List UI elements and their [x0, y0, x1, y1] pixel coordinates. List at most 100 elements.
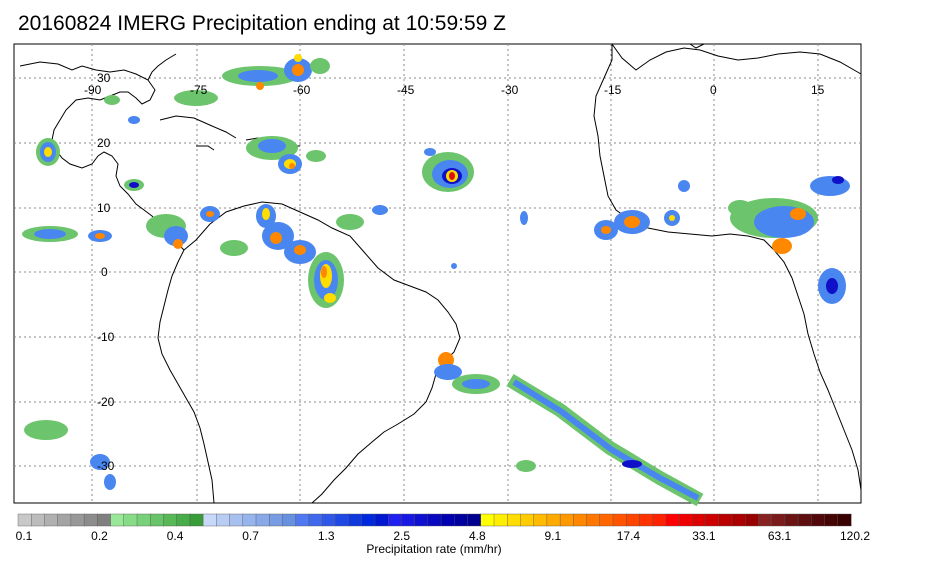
- colorbar-swatch: [163, 513, 178, 527]
- colorbar-swatch: [467, 513, 482, 527]
- colorbar-swatch: [308, 513, 323, 527]
- lat-label: -10: [97, 330, 115, 344]
- colorbar-swatch: [255, 513, 270, 527]
- precipitation-field: [22, 54, 850, 507]
- colorbar-tick-label: 0.7: [242, 529, 259, 543]
- colorbar-tick-label: 0.1: [16, 529, 33, 543]
- colorbar-swatch: [837, 513, 852, 527]
- colorbar-swatch: [136, 513, 151, 527]
- colorbar-swatch: [480, 513, 495, 527]
- lon-label: -90: [84, 83, 102, 97]
- colorbar-swatch: [388, 513, 402, 527]
- colorbar-swatch: [665, 513, 680, 527]
- colorbar-swatch: [758, 513, 773, 527]
- map-frame: [13, 43, 862, 504]
- colorbar-swatch: [242, 513, 257, 527]
- lon-label: -45: [397, 83, 415, 97]
- colorbar-swatch: [361, 513, 376, 527]
- lon-label: -30: [501, 83, 519, 97]
- colorbar-swatch: [335, 513, 350, 527]
- colorbar-tick-label: 0.2: [91, 529, 108, 543]
- colorbar-swatch: [176, 513, 191, 527]
- colorbar-swatch: [321, 513, 336, 527]
- colorbar-swatch: [797, 513, 812, 527]
- colorbar-swatch: [374, 513, 389, 527]
- colorbar-ticks: 0.1 0.2 0.4 0.7 1.3 2.5 4.8 9.1 17.4 33.1 63.1 120.…: [16, 529, 871, 543]
- colorbar-swatch: [31, 513, 45, 527]
- lon-label: -75: [190, 83, 208, 97]
- graticule: [14, 44, 861, 503]
- colorbar-swatch: [17, 513, 32, 527]
- colorbar-tick-label: 63.1: [768, 529, 792, 543]
- colorbar-swatch: [83, 513, 98, 527]
- colorbar-swatch: [731, 513, 746, 527]
- colorbar-tick-label: 120.2: [840, 529, 870, 543]
- colorbar-swatch: [44, 513, 59, 527]
- colorbar-swatch: [202, 513, 217, 527]
- colorbar-swatch: [652, 513, 667, 527]
- colorbar-swatch: [718, 513, 733, 527]
- colorbar-tick-label: 2.5: [393, 529, 410, 543]
- colorbar-swatch: [612, 513, 627, 527]
- colorbar-swatch: [626, 513, 640, 527]
- colorbar-swatch: [57, 513, 72, 527]
- lon-label: 0: [710, 83, 717, 97]
- colorbar-swatch: [692, 513, 707, 527]
- lat-label: -20: [97, 395, 115, 409]
- colorbar-swatch: [295, 513, 310, 527]
- lat-label: 0: [101, 265, 108, 279]
- colorbar-swatch: [705, 513, 720, 527]
- colorbar-swatch: [811, 513, 826, 527]
- colorbar-swatch: [70, 513, 85, 527]
- colorbar-swatch: [745, 513, 759, 527]
- colorbar: [17, 513, 852, 527]
- colorbar-swatch: [520, 513, 535, 527]
- colorbar-tick-label: 17.4: [617, 529, 641, 543]
- colorbar-tick-label: 9.1: [544, 529, 561, 543]
- colorbar-swatch: [507, 513, 521, 527]
- lat-label: 10: [97, 201, 111, 215]
- lat-label: 20: [97, 136, 111, 150]
- colorbar-swatch: [599, 513, 614, 527]
- colorbar-swatch: [533, 513, 548, 527]
- colorbar-swatch: [546, 513, 561, 527]
- colorbar-swatch: [678, 513, 693, 527]
- lon-label: -60: [293, 83, 311, 97]
- colorbar-tick-label: 33.1: [692, 529, 716, 543]
- colorbar-tick-label: 4.8: [469, 529, 486, 543]
- lat-label: -30: [97, 459, 115, 473]
- colorbar-swatch: [348, 513, 363, 527]
- colorbar-swatch: [110, 513, 125, 527]
- colorbar-swatch: [401, 513, 416, 527]
- colorbar-swatch: [216, 513, 231, 527]
- colorbar-swatch: [269, 513, 283, 527]
- colorbar-tick-label: 0.4: [167, 529, 184, 543]
- lon-label: 15: [811, 83, 825, 97]
- colorbar-swatch: [639, 513, 654, 527]
- colorbar-swatch: [771, 513, 786, 527]
- colorbar-tick-label: 1.3: [318, 529, 335, 543]
- colorbar-swatch: [493, 513, 508, 527]
- lat-label: 30: [97, 71, 111, 85]
- map-title: 20160824 IMERG Precipitation ending at 1…: [18, 12, 506, 35]
- colorbar-swatch: [97, 513, 112, 527]
- colorbar-swatch: [824, 513, 839, 527]
- colorbar-swatch: [123, 513, 138, 527]
- colorbar-swatch: [414, 513, 429, 527]
- colorbar-swatch: [573, 513, 588, 527]
- colorbar-swatch: [150, 513, 164, 527]
- colorbar-swatch: [559, 513, 574, 527]
- colorbar-swatch: [189, 513, 204, 527]
- lon-label: -15: [604, 83, 622, 97]
- colorbar-swatch: [229, 513, 244, 527]
- colorbar-swatch: [427, 513, 442, 527]
- colorbar-swatch: [440, 513, 455, 527]
- latitude-labels: 30 20 10 0 -10 -20 -30: [97, 71, 115, 473]
- colorbar-swatch: [282, 513, 297, 527]
- colorbar-label: Precipitation rate (mm/hr): [366, 542, 501, 556]
- longitude-labels: -90 -75 -60 -45 -30 -15 0 15: [84, 83, 825, 97]
- colorbar-swatch: [586, 513, 601, 527]
- colorbar-swatch: [454, 513, 469, 527]
- colorbar-swatch: [784, 513, 799, 527]
